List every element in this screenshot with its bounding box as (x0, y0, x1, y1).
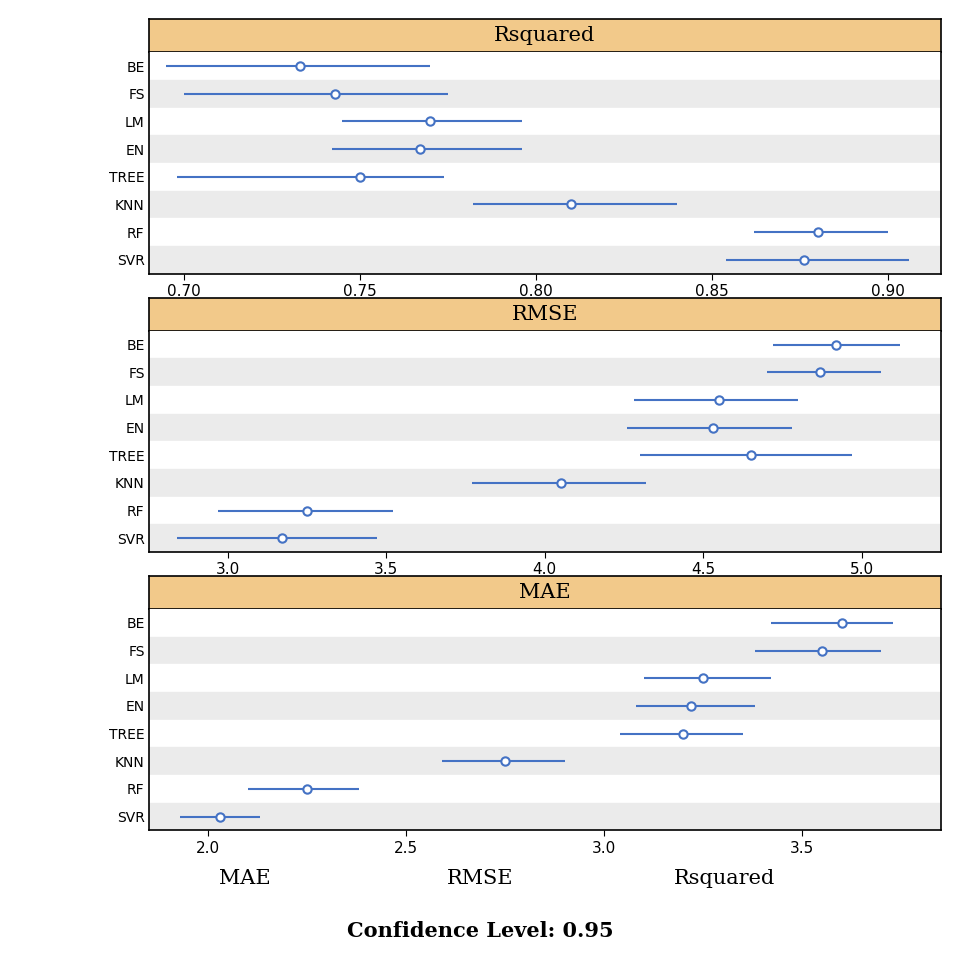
Bar (149, 442, 941, 469)
Bar (149, 692, 941, 720)
Bar (149, 358, 941, 386)
Bar (149, 524, 941, 552)
Bar (149, 636, 941, 664)
Bar (149, 191, 941, 218)
Bar (149, 135, 941, 163)
Bar (149, 330, 941, 358)
Bar (149, 664, 941, 692)
Bar (149, 469, 941, 496)
Text: Rsquared: Rsquared (494, 26, 595, 45)
Bar (149, 609, 941, 636)
Text: Confidence Level: 0.95: Confidence Level: 0.95 (347, 922, 613, 941)
Bar (149, 80, 941, 108)
Text: RMSE: RMSE (512, 304, 578, 324)
Bar (149, 803, 941, 830)
Text: MAE: MAE (519, 583, 570, 602)
Bar (149, 496, 941, 524)
Text: Rsquared: Rsquared (674, 869, 776, 888)
Bar (149, 720, 941, 748)
Text: RMSE: RMSE (446, 869, 514, 888)
Bar (149, 218, 941, 246)
Bar (149, 386, 941, 414)
Bar (149, 775, 941, 803)
Bar (149, 52, 941, 80)
Bar (149, 246, 941, 274)
Bar (149, 108, 941, 135)
Text: MAE: MAE (219, 869, 271, 888)
Bar (149, 748, 941, 775)
Bar (149, 414, 941, 442)
Bar (149, 163, 941, 191)
